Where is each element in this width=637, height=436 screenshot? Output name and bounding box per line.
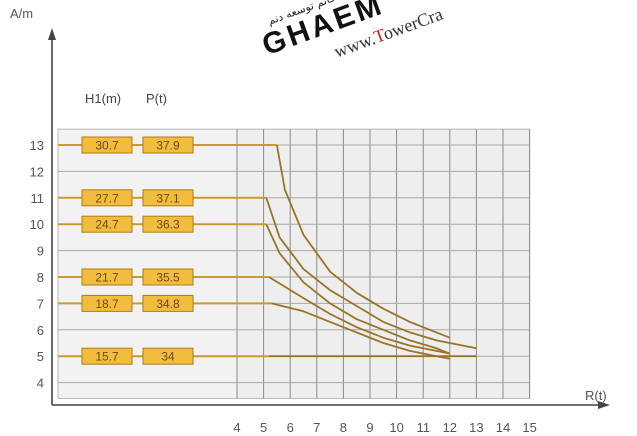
x-tick-label: 14 [496,420,510,435]
y-tick-label: 6 [37,323,44,338]
h1-box [81,136,133,154]
p-value: 34 [161,350,175,364]
watermark: مهندسی قائم توسعه دنم GHAEM www.TowerCra [258,0,445,62]
p-box [142,136,194,154]
h1-value: 30.7 [95,139,119,153]
p-box [142,347,194,365]
p-box [142,215,194,233]
load-curve [265,197,477,350]
x-tick-label: 12 [443,420,457,435]
y-tick-label: 8 [37,270,44,285]
y-axis-arrow [48,28,56,40]
load-curve [265,223,451,355]
x-tick-label: 6 [287,420,294,435]
p-box [142,268,194,286]
h1-box [81,268,133,286]
p-value: 35.5 [156,271,180,285]
h1-value: 27.7 [95,191,119,205]
x-tick-label: 9 [366,420,373,435]
header-p: P(t) [146,91,167,106]
x-tick-label: 5 [260,420,267,435]
y-tick-label: 9 [37,244,44,259]
h1-value: 15.7 [95,350,119,364]
x-tick-label: 7 [313,420,320,435]
y-tick-label: 5 [37,349,44,364]
y-axis-label: A/m [10,6,33,21]
h1-box [81,189,133,207]
load-curves [265,144,477,360]
p-value: 36.3 [156,218,180,232]
x-axis-label: R(t) [585,388,607,403]
h1-value: 18.7 [95,297,119,311]
x-tick-label: 13 [469,420,483,435]
grid-panel-background [236,128,531,399]
h1-value: 24.7 [95,218,119,232]
p-box [142,189,194,207]
load-curve [276,144,451,339]
x-tick-label: 15 [522,420,536,435]
y-tick-label: 13 [30,138,44,153]
x-tick-label: 10 [389,420,403,435]
p-box [142,294,194,312]
y-tick-labels: 13 12 11 10 9 8 7 6 5 4 [30,138,44,391]
x-tick-labels: 4 5 6 7 8 9 10 11 12 13 14 15 [233,420,536,435]
h1-value: 21.7 [95,271,119,285]
p-value: 37.1 [156,191,180,205]
load-curve [268,276,450,355]
h1-box [81,347,133,365]
x-axis-arrow [598,401,610,409]
x-tick-label: 8 [340,420,347,435]
p-value: 34.8 [156,297,180,311]
y-tick-label: 10 [30,217,44,232]
x-tick-label: 11 [416,420,430,435]
p-value: 37.9 [156,139,180,153]
y-tick-label: 4 [37,376,44,391]
y-tick-label: 7 [37,296,44,311]
h1-box [81,215,133,233]
row-boxes: 30.7 37.9 27.7 37.1 24.7 36.3 21.7 35.5 18.7 34.8… [81,136,194,365]
y-tick-label: 11 [31,191,45,206]
header-h1: H1(m) [85,91,121,106]
x-tick-label: 4 [233,420,240,435]
y-tick-label: 12 [30,164,44,179]
h1-box [81,294,133,312]
